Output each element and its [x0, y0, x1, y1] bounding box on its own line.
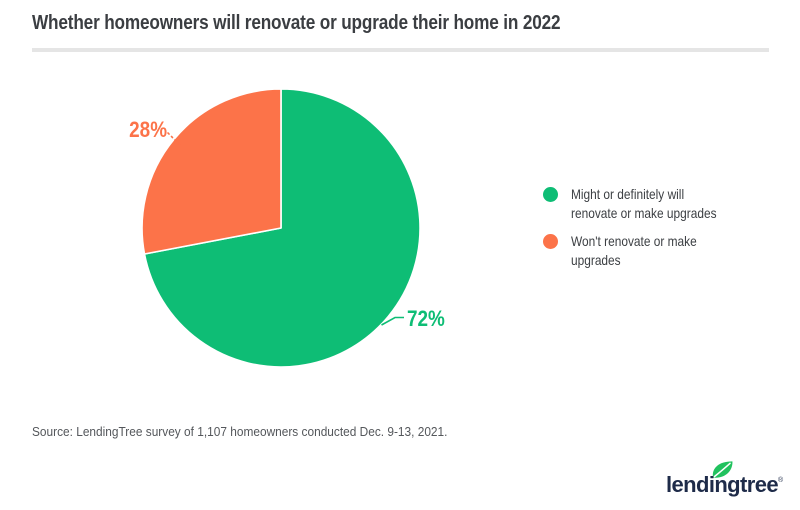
legend: Might or definitely will renovate or mak… [543, 185, 742, 270]
logo-wordmark: lendingtree® [666, 472, 783, 498]
legend-label-line: renovate or make upgrades [571, 205, 717, 221]
legend-label-renovate: Might or definitely will renovate or mak… [571, 185, 717, 223]
title-divider [32, 48, 769, 52]
label-leader-28 [167, 132, 182, 147]
pie-slice-renovate [143, 88, 421, 368]
legend-label-line: upgrades [571, 252, 621, 268]
registered-mark: ® [777, 477, 784, 484]
label-leader-72 [381, 316, 404, 326]
chart-title: Whether homeowners will renovate or upgr… [32, 12, 561, 34]
legend-item-renovate: Might or definitely will renovate or mak… [543, 185, 742, 223]
leaf-icon [712, 461, 733, 478]
pie-label-72: 72% [407, 307, 445, 332]
legend-dot-green-icon [543, 187, 558, 202]
legend-label-line: Might or definitely will [571, 186, 685, 202]
legend-label-line: Won't renovate or make [571, 233, 697, 249]
pie-label-28: 28% [129, 118, 167, 143]
legend-label-wont-renovate: Won't renovate or make upgrades [571, 232, 697, 270]
logo-text: lendingtree [666, 472, 779, 497]
pie-slice-wont-renovate [141, 88, 282, 255]
legend-dot-orange-icon [543, 234, 558, 249]
source-note: Source: LendingTree survey of 1,107 home… [32, 425, 448, 439]
legend-item-wont-renovate: Won't renovate or make upgrades [543, 232, 742, 270]
lendingtree-logo: lendingtree® [666, 459, 798, 501]
